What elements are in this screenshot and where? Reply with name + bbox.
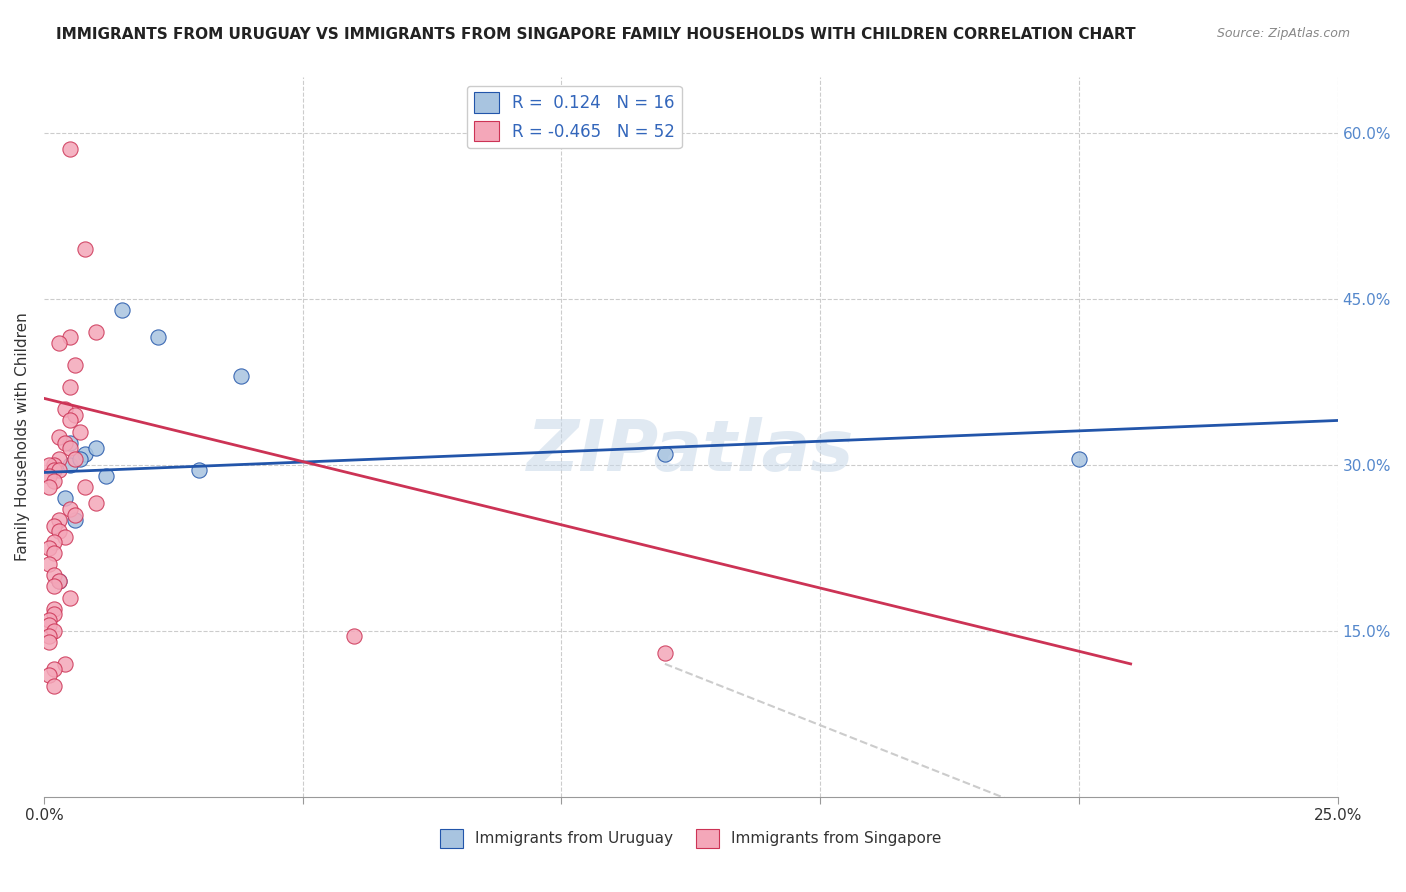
Point xyxy=(38,634,60,648)
Point xyxy=(44,518,66,533)
Point xyxy=(38,480,60,494)
Point xyxy=(48,513,70,527)
Point xyxy=(44,546,66,560)
Point xyxy=(94,468,117,483)
Point xyxy=(48,452,70,467)
Point xyxy=(44,679,66,693)
Point xyxy=(75,447,97,461)
Point xyxy=(1067,452,1090,467)
Point xyxy=(53,402,76,417)
Point xyxy=(48,524,70,538)
Point xyxy=(44,568,66,582)
Point xyxy=(38,558,60,572)
Text: ZIPatlas: ZIPatlas xyxy=(527,417,855,486)
Point xyxy=(59,591,82,605)
Point xyxy=(229,369,252,384)
Point xyxy=(48,463,70,477)
Point xyxy=(59,458,82,472)
Point xyxy=(48,574,70,588)
Point xyxy=(53,435,76,450)
Point xyxy=(110,302,132,317)
Point xyxy=(63,513,86,527)
Point xyxy=(48,430,70,444)
Point xyxy=(44,662,66,676)
Point xyxy=(84,325,107,339)
Point xyxy=(44,475,66,489)
Point xyxy=(59,502,82,516)
Point xyxy=(59,435,82,450)
Legend: R =  0.124   N = 16, R = -0.465   N = 52: R = 0.124 N = 16, R = -0.465 N = 52 xyxy=(467,86,682,148)
Point xyxy=(59,142,82,156)
Point xyxy=(146,330,169,344)
Point xyxy=(44,607,66,621)
Point xyxy=(59,413,82,427)
Point xyxy=(44,535,66,549)
Point xyxy=(53,657,76,671)
Point xyxy=(44,624,66,638)
Point xyxy=(38,668,60,682)
Point xyxy=(84,441,107,455)
Point xyxy=(44,601,66,615)
Point xyxy=(38,468,60,483)
Point xyxy=(44,579,66,593)
Point xyxy=(69,425,91,439)
Point xyxy=(84,496,107,510)
Point xyxy=(38,458,60,472)
Point xyxy=(38,629,60,643)
Y-axis label: Family Households with Children: Family Households with Children xyxy=(15,313,30,561)
Text: Source: ZipAtlas.com: Source: ZipAtlas.com xyxy=(1216,27,1350,40)
Point xyxy=(48,574,70,588)
Point xyxy=(48,336,70,351)
Point xyxy=(59,330,82,344)
Point xyxy=(63,358,86,372)
Point xyxy=(44,463,66,477)
Point xyxy=(188,463,211,477)
Point xyxy=(38,618,60,632)
Point xyxy=(44,458,66,472)
Point xyxy=(38,541,60,555)
Point xyxy=(343,629,366,643)
Point xyxy=(654,646,676,660)
Point xyxy=(53,491,76,505)
Point xyxy=(38,613,60,627)
Point xyxy=(654,447,676,461)
Point xyxy=(63,408,86,422)
Point xyxy=(53,530,76,544)
Point xyxy=(44,463,66,477)
Point xyxy=(75,242,97,256)
Point xyxy=(59,441,82,455)
Point xyxy=(63,508,86,522)
Point xyxy=(75,480,97,494)
Text: IMMIGRANTS FROM URUGUAY VS IMMIGRANTS FROM SINGAPORE FAMILY HOUSEHOLDS WITH CHIL: IMMIGRANTS FROM URUGUAY VS IMMIGRANTS FR… xyxy=(56,27,1136,42)
Point xyxy=(59,380,82,394)
Point xyxy=(69,452,91,467)
Point xyxy=(63,452,86,467)
